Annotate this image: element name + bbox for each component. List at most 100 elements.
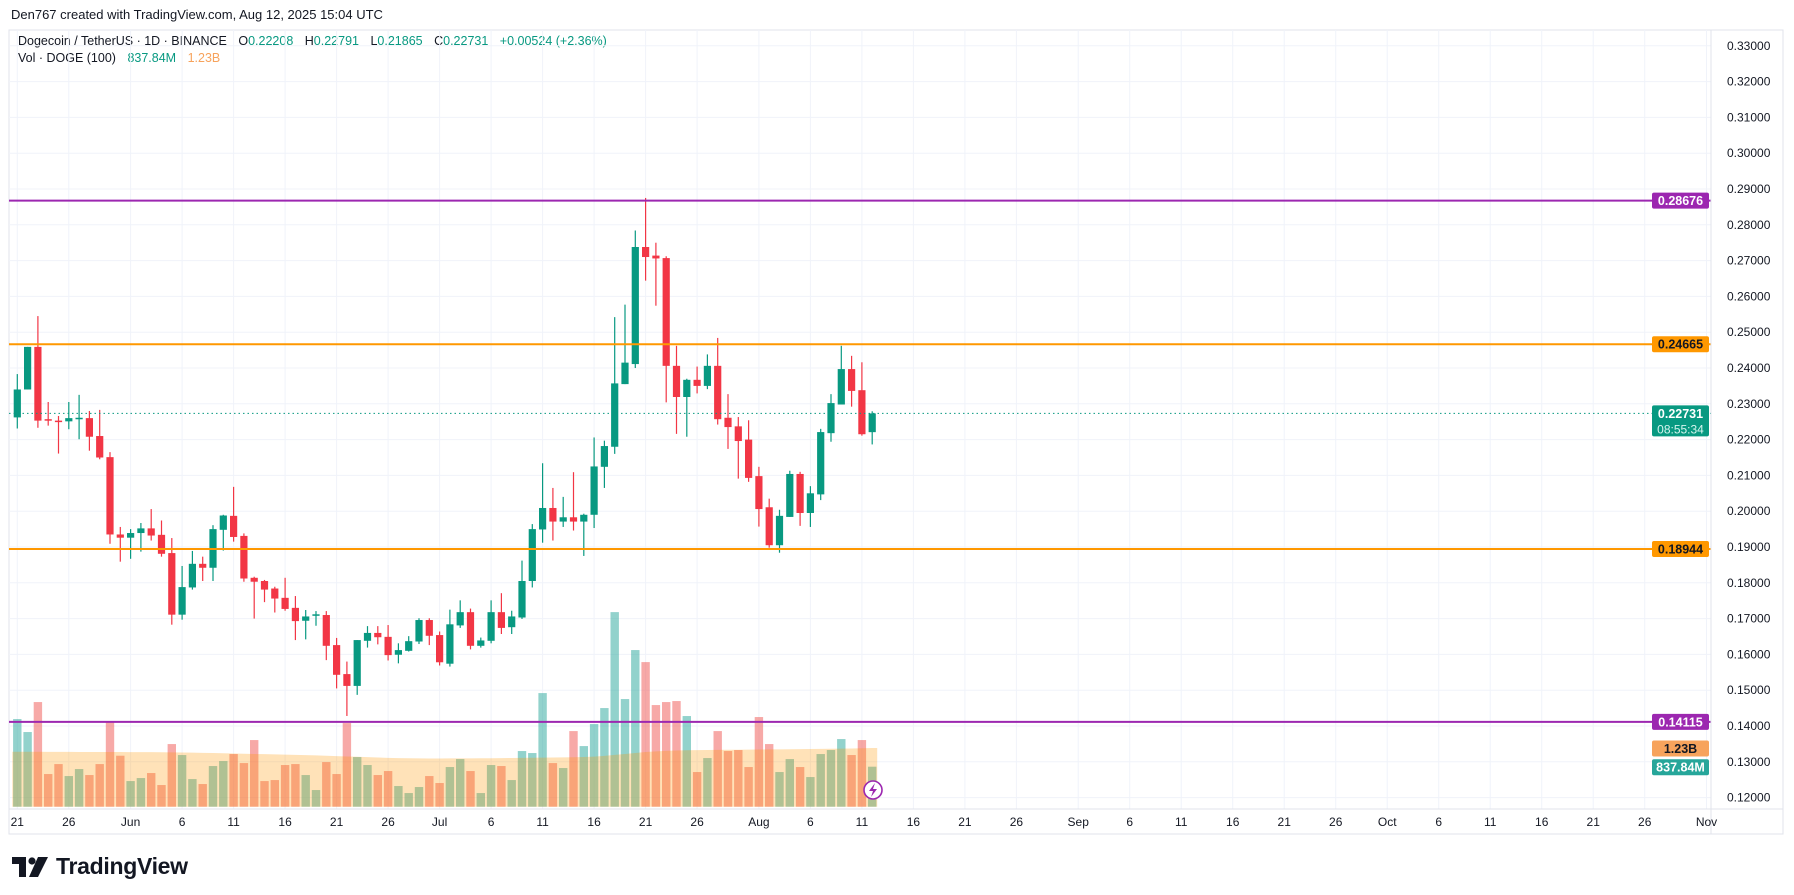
volume-bar [44,774,53,807]
volume-ma-label-bg [1652,740,1709,757]
volume-bar [682,716,691,807]
candle-body [240,535,248,579]
price-tick-label: 0.22000 [1727,433,1771,447]
volume-bar [208,766,218,807]
last-price-label-text: 0.22731 [1658,407,1703,421]
volume-bar [54,764,63,807]
lightning-icon[interactable] [863,780,883,800]
symbol-title[interactable]: Dogecoin / TetherUS · 1D · BINANCE [18,34,227,48]
date-tick-label: Nov [1696,815,1717,829]
price-tick-label: 0.25000 [1727,325,1771,339]
open-label: O [238,34,249,48]
date-tick-label: 6 [807,815,814,829]
volume-bar [692,772,702,807]
price-tick-label: 0.14000 [1727,719,1771,733]
volume-bar [857,740,867,807]
date-tick-label: 21 [1278,815,1292,829]
candle-body [199,563,207,568]
volume-bar [651,705,661,807]
volume-bar [425,776,434,807]
candles [13,197,876,716]
candle-body [796,473,804,513]
volume-bar [744,767,753,807]
tradingview-logo[interactable]: TradingView [12,853,188,880]
volume-bar [250,740,259,807]
volume-bar [404,793,413,807]
candle-body [65,418,73,422]
volume-bar [332,774,341,807]
date-tick-label: Aug [748,815,769,829]
date-tick-label: 6 [1126,815,1133,829]
candle-body [755,476,763,510]
candle-body [147,528,155,536]
volume-ma-label: 1.23B [1652,740,1709,757]
volume-bar [435,783,444,807]
candle-body [714,365,722,420]
horizontal-line-price-label-text: 0.14115 [1658,715,1703,729]
price-tick-label: 0.19000 [1727,540,1771,554]
volume-current-label-text: 837.84M [1656,761,1705,775]
volume-current-label: 837.84M [1652,759,1709,776]
candle-body [580,514,588,522]
date-tick-label: 21 [330,815,344,829]
volume-title[interactable]: Vol · DOGE (100) [18,51,116,65]
volume-bar [229,754,238,807]
volume-bar [260,781,269,807]
price-tick-label: 0.12000 [1727,791,1771,805]
candle-body [528,529,536,582]
candle-body [765,507,773,546]
date-tick-label: 16 [278,815,292,829]
candle-body [425,620,433,636]
price-tick-label: 0.29000 [1727,182,1771,196]
volume-bar [301,775,310,807]
price-tick-label: 0.26000 [1727,289,1771,303]
volume-current-label-bg [1652,759,1709,776]
volume-bar [713,731,722,807]
candle-body [343,674,351,686]
volume-ma-area [12,747,878,807]
volume-bar [476,793,485,807]
volume-bar [765,744,774,807]
date-tick-label: 11 [1484,815,1497,829]
candle-body [868,413,876,433]
price-tick-label: 0.24000 [1727,361,1771,375]
date-tick-label: 26 [1329,815,1343,829]
candle-body [96,436,104,458]
volume-bar [116,755,125,807]
volume-ma-value: 1.23B [187,51,221,65]
date-tick-label: 21 [11,815,25,829]
candle-body [549,507,557,522]
volume-bar [456,759,465,807]
candle-body [436,635,444,663]
volume-bar [754,717,764,807]
time-axis[interactable]: 21 26 Jun 6 11 16 21 26 Jul 6 11 16 21 26 Aug 6 11 16 21 26… [11,815,1718,829]
volume-bar [105,721,115,807]
date-tick-label: 26 [1010,815,1024,829]
candle-body [652,255,660,259]
date-tick-label: 6 [1435,815,1442,829]
volume-bar [85,775,94,807]
candle-body [693,379,701,386]
candle-body [106,457,114,535]
candle-body [672,365,681,397]
price-tick-label: 0.13000 [1727,755,1771,769]
candle-body [806,493,814,513]
candle-body [508,616,516,628]
horizontal-lines[interactable] [9,199,1711,723]
candle-body [590,466,598,515]
horizontal-line-price-label: 0.18944 [1652,541,1709,558]
low-label: L [370,34,378,48]
candle-body [353,640,361,686]
candle-body [271,588,279,599]
date-tick-label: 11 [227,815,240,829]
volume-bar [322,762,331,807]
price-axis[interactable]: 0.33000 0.32000 0.31000 0.30000 0.29000 0.280… [1727,39,1771,805]
volume-value: 837.84M [127,51,177,65]
volume-bar [188,779,197,807]
price-tick-label: 0.32000 [1727,75,1771,89]
volume-bar [641,662,650,807]
price-tick-label: 0.23000 [1727,397,1771,411]
close-value: 0.22731 [443,34,489,48]
volume-bar [177,755,187,807]
